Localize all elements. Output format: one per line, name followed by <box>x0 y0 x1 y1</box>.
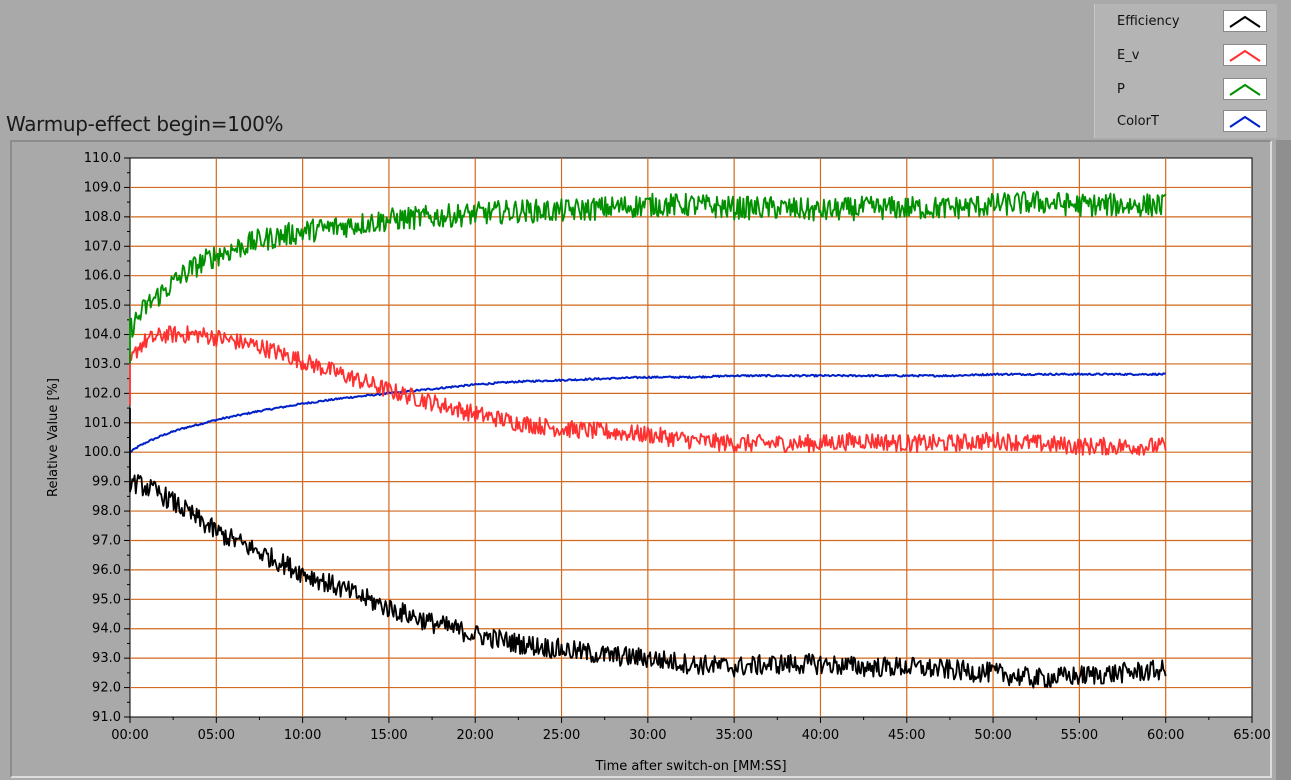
y-tick-label: 94.0 <box>92 622 121 637</box>
y-tick-label: 92.0 <box>92 681 121 696</box>
legend-item-efficiency[interactable]: Efficiency <box>1095 8 1277 38</box>
series-line-efficiency <box>129 408 1167 689</box>
graph-scrollbar[interactable] <box>1276 140 1291 780</box>
legend-swatch-icon <box>1223 78 1267 100</box>
y-tick-label: 105.0 <box>84 298 121 313</box>
y-tick-label: 99.0 <box>92 475 121 490</box>
x-tick-label: 10:00 <box>284 728 321 743</box>
legend-item-colort[interactable]: ColorT <box>1095 108 1277 138</box>
legend-swatch-icon <box>1223 110 1267 132</box>
y-tick-label: 110.0 <box>84 151 121 166</box>
chart-title: Warmup-effect begin=100% <box>6 112 284 136</box>
x-tick-label: 60:00 <box>1147 728 1184 743</box>
x-tick-label: 45:00 <box>888 728 925 743</box>
legend-item-p[interactable]: P <box>1095 76 1277 106</box>
x-tick-label: 35:00 <box>715 728 752 743</box>
y-tick-label: 98.0 <box>92 504 121 519</box>
y-tick-label: 106.0 <box>84 269 121 284</box>
x-tick-label: 40:00 <box>802 728 839 743</box>
x-tick-label: 20:00 <box>456 728 493 743</box>
legend-swatch-icon <box>1223 44 1267 66</box>
legend-label: Efficiency <box>1117 14 1180 29</box>
x-tick-label: 55:00 <box>1061 728 1098 743</box>
x-axis-label: Time after switch-on [MM:SS] <box>594 759 786 774</box>
series-line-e-v <box>129 325 1167 456</box>
y-tick-label: 101.0 <box>84 416 121 431</box>
plot-frame <box>10 140 1272 778</box>
legend-label: E_v <box>1117 48 1140 63</box>
y-tick-label: 102.0 <box>84 386 121 401</box>
series-line-p <box>129 190 1167 364</box>
series-line-colort <box>129 372 1166 453</box>
x-tick-label: 50:00 <box>974 728 1011 743</box>
legend-swatch-icon <box>1223 10 1267 32</box>
y-tick-label: 95.0 <box>92 592 121 607</box>
y-tick-label: 107.0 <box>84 239 121 254</box>
chart-legend: Efficiency E_v P ColorT <box>1094 4 1277 138</box>
x-tick-label: 30:00 <box>629 728 666 743</box>
x-tick-label: 65:00 <box>1233 728 1270 743</box>
legend-label: P <box>1117 82 1125 97</box>
y-axis-label: Relative Value [%] <box>46 378 61 497</box>
x-tick-label: 25:00 <box>543 728 580 743</box>
x-tick-label: 05:00 <box>198 728 235 743</box>
y-tick-label: 91.0 <box>92 710 121 725</box>
x-tick-label: 15:00 <box>370 728 407 743</box>
legend-item-e-v[interactable]: E_v <box>1095 42 1277 72</box>
y-tick-label: 108.0 <box>84 210 121 225</box>
y-tick-label: 96.0 <box>92 563 121 578</box>
y-tick-label: 97.0 <box>92 533 121 548</box>
x-tick-label: 00:00 <box>111 728 148 743</box>
legend-label: ColorT <box>1117 114 1159 129</box>
y-tick-label: 109.0 <box>84 180 121 195</box>
y-tick-label: 93.0 <box>92 651 121 666</box>
y-tick-label: 103.0 <box>84 357 121 372</box>
y-tick-label: 104.0 <box>84 328 121 343</box>
y-tick-label: 100.0 <box>84 445 121 460</box>
